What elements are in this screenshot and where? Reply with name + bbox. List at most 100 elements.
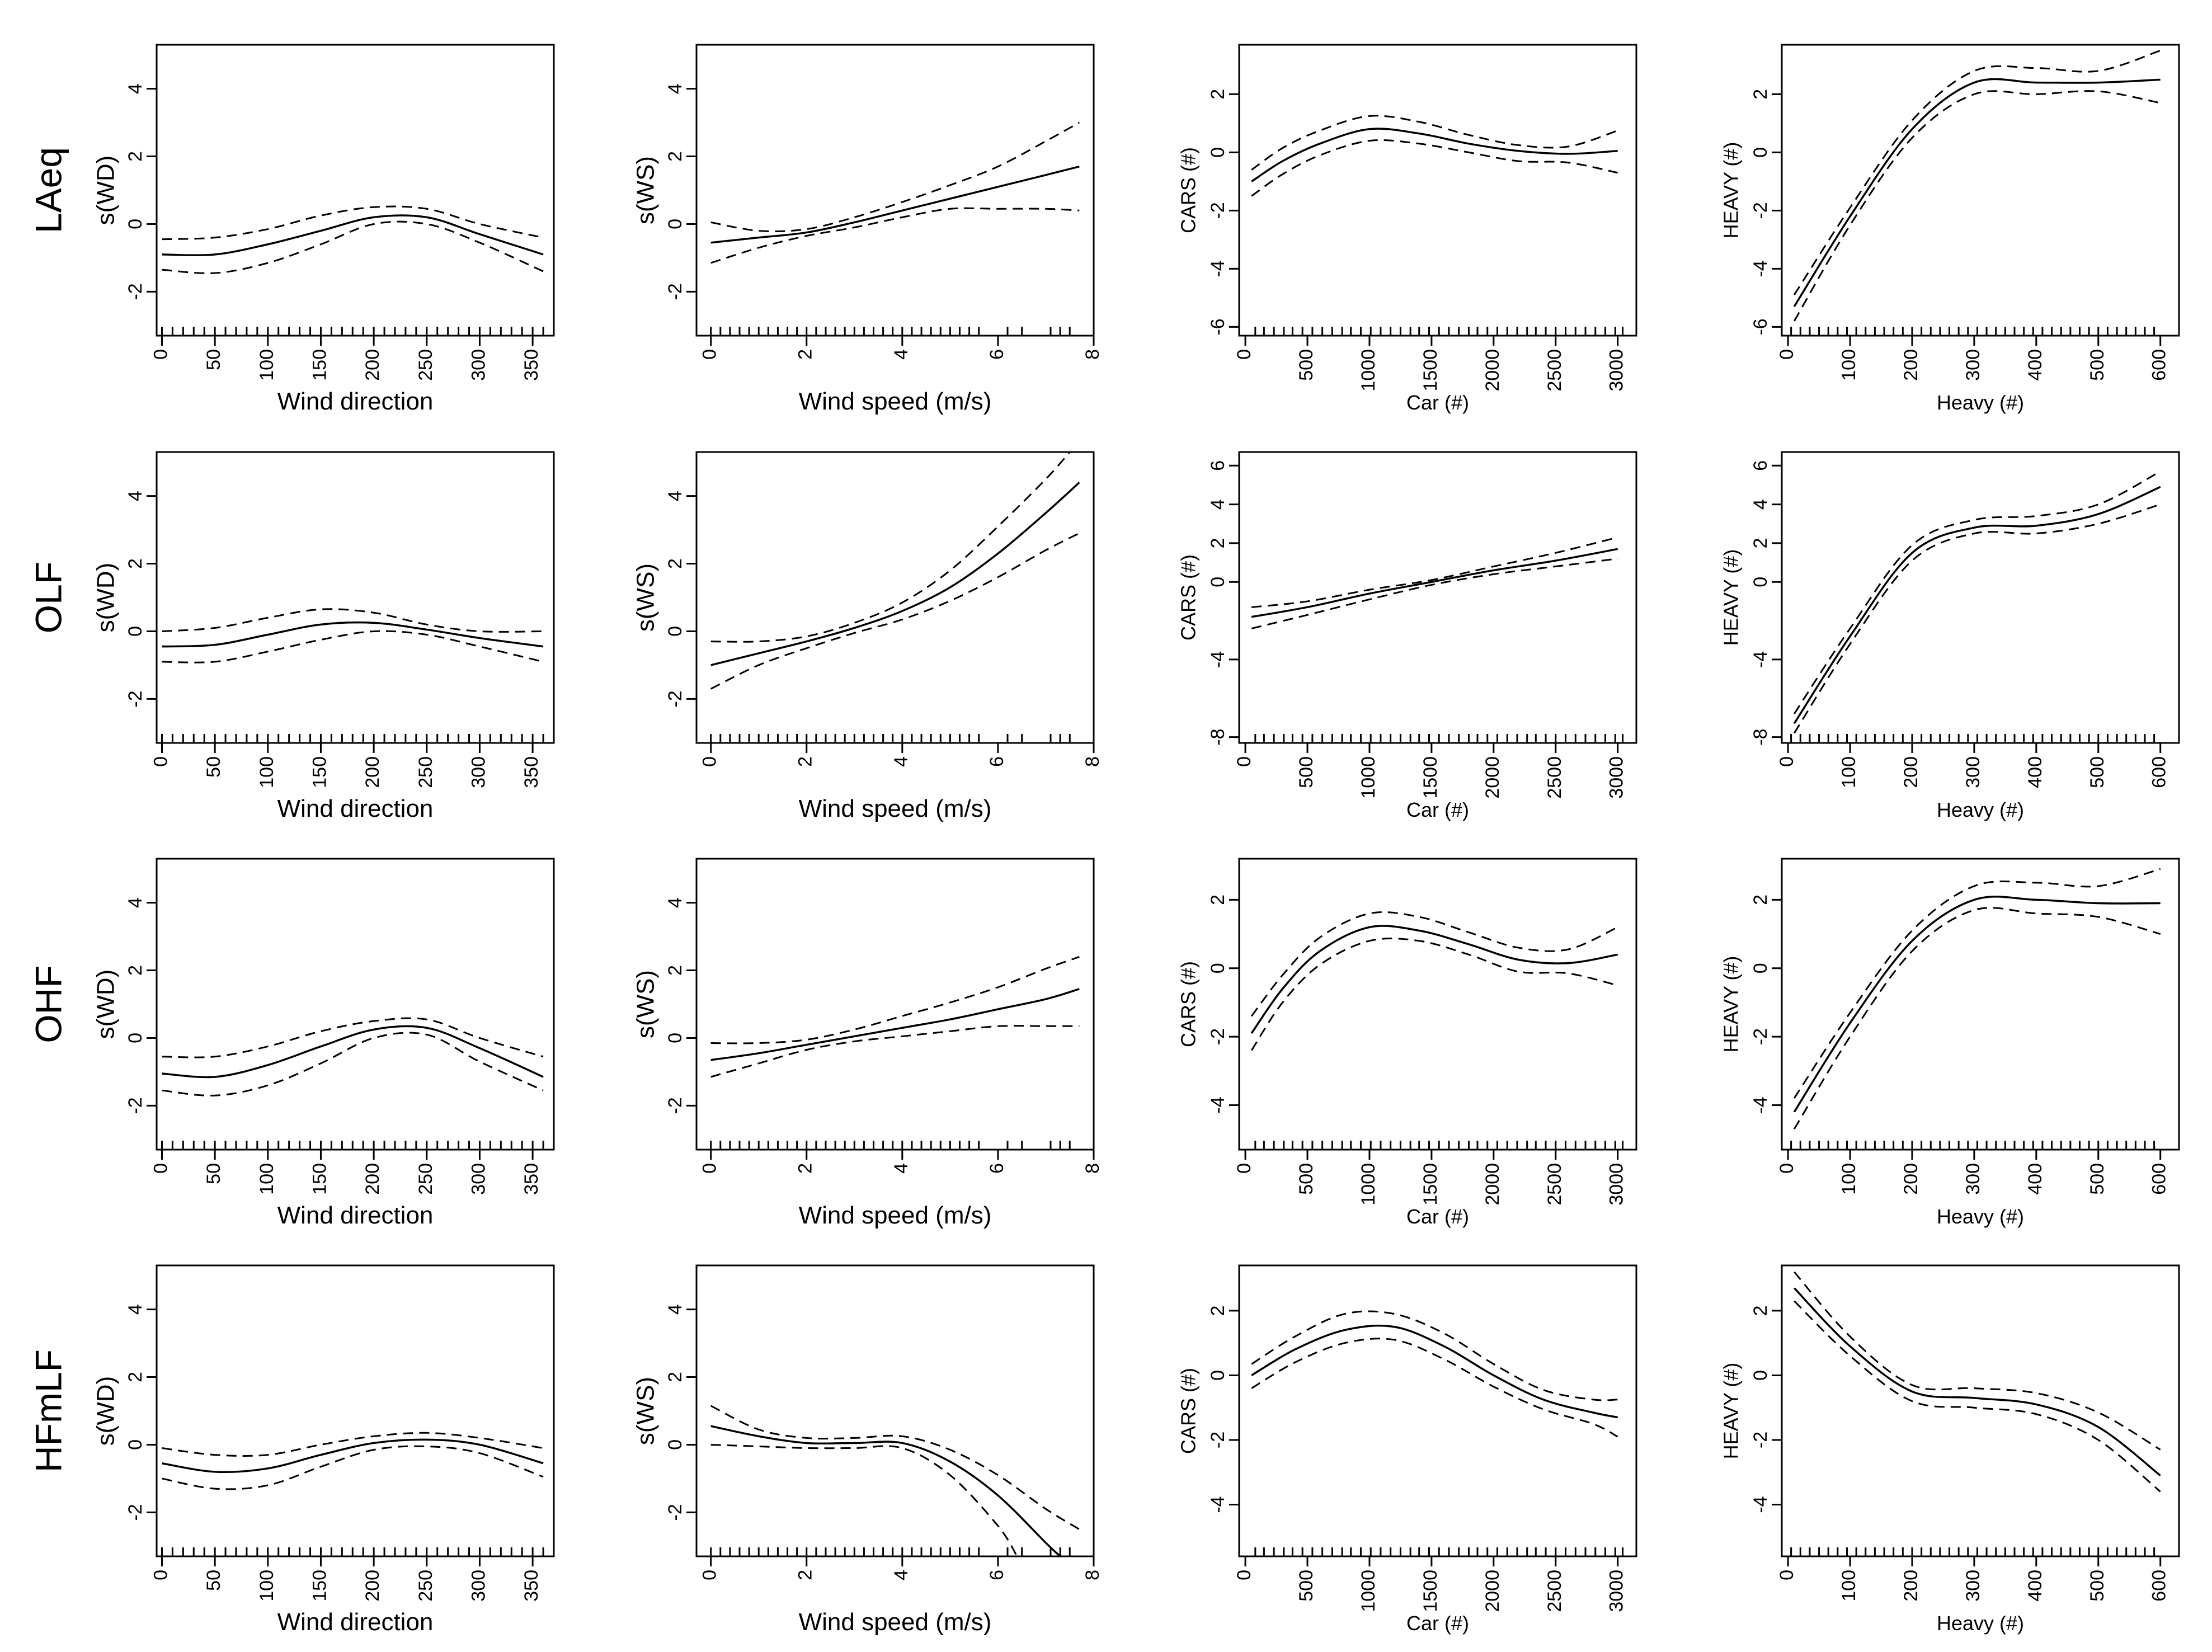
x-tick-label: 200: [362, 1570, 383, 1602]
x-axis-label: Heavy (#): [1937, 1612, 2024, 1635]
series-line-lower-ci: [710, 1025, 1080, 1078]
y-axis-label: HEAVY (#): [1720, 142, 1743, 239]
x-tick-label: 500: [1296, 349, 1317, 381]
plot-frame: [695, 451, 1095, 744]
series-line-upper-ci: [1794, 1271, 2161, 1451]
series-line-lower-ci: [1251, 1338, 1618, 1438]
y-tick-label: 2: [1750, 1305, 1771, 1316]
x-tick-label: 8: [1082, 1163, 1103, 1174]
x-tick-label: 4: [891, 1570, 912, 1580]
y-tick-label: 6: [1207, 460, 1229, 471]
x-tick-label: 250: [415, 756, 436, 788]
y-tick-label: 2: [125, 558, 146, 569]
series-line-upper-ci: [1250, 911, 1618, 1017]
plot-frame: [695, 1264, 1095, 1557]
panel-hfmlf-wind-speed: 0 2 4 6 8 -2 0 2 4 Wind speed (m/s) s(WS): [632, 1264, 1103, 1636]
x-tick-label: 0: [1776, 349, 1797, 360]
x-tick-label: 1000: [1358, 1163, 1379, 1206]
x-tick-label: 0: [699, 1163, 721, 1174]
x-tick-label: 250: [415, 1570, 436, 1602]
panel-hfmlf-heavy: 0 100 200 300 400 500 600 -4 -2 0 2 Heavy (#) HEAVY …: [1720, 1264, 2180, 1635]
x-tick-label: 400: [2025, 756, 2046, 788]
x-tick-label: 6: [986, 756, 1008, 767]
x-tick-label: 1000: [1358, 756, 1379, 799]
panel-olf-wind-direction: 0 50 100 150 200 250 300 350 -2 0 2 4 Wind direction…: [92, 451, 555, 822]
x-tick-label: 600: [2149, 1570, 2170, 1602]
x-tick-label: 300: [1962, 349, 1984, 381]
y-tick-label: 4: [665, 1304, 686, 1315]
x-tick-label: 200: [1900, 1570, 1922, 1602]
plot-frame: [695, 858, 1095, 1151]
plot-frame: [1781, 451, 2180, 744]
series-line-upper-ci: [1793, 470, 2161, 714]
x-tick-label: 500: [2087, 756, 2108, 788]
y-tick-label: 0: [125, 219, 146, 229]
x-tick-label: 3000: [1606, 1163, 1627, 1206]
x-tick-label: 0: [150, 1570, 171, 1580]
x-tick-label: 350: [521, 349, 542, 381]
series-line-estimate: [162, 214, 544, 256]
x-tick-label: 0: [1234, 1570, 1255, 1580]
panel-ohf-wind-speed: 0 2 4 6 8 -2 0 2 4 Wind speed (m/s) s(WS): [632, 858, 1103, 1229]
y-tick-label: -2: [1207, 202, 1229, 219]
y-tick-label: 2: [665, 558, 686, 569]
series-line-estimate: [1793, 78, 2161, 307]
y-tick-label: 2: [125, 1372, 146, 1382]
plot-frame: [695, 44, 1095, 337]
x-tick-label: 100: [1838, 756, 1860, 788]
y-tick-label: 0: [125, 1439, 146, 1450]
series-line-upper-ci: [1793, 49, 2161, 296]
y-tick-label: -8: [1207, 728, 1229, 745]
x-tick-label: 100: [1838, 1163, 1860, 1195]
x-tick-label: 200: [1900, 349, 1922, 381]
x-tick-label: 2: [795, 1570, 816, 1580]
x-axis-label: Heavy (#): [1937, 1205, 2024, 1228]
x-tick-label: 500: [2087, 1163, 2108, 1195]
y-tick-label: 2: [1750, 895, 1771, 905]
y-axis-label: HEAVY (#): [1720, 956, 1743, 1053]
y-tick-label: 2: [1750, 89, 1771, 100]
y-tick-label: 4: [1750, 499, 1771, 510]
plot-frame: [156, 44, 555, 337]
plot-frame: [156, 858, 555, 1151]
y-tick-label: 2: [125, 151, 146, 162]
plot-frame: [156, 451, 555, 744]
y-axis-label: s(WD): [92, 563, 120, 633]
x-tick-label: 500: [1296, 1570, 1317, 1602]
x-tick-label: 300: [1962, 1570, 1984, 1602]
y-tick-label: 0: [1750, 963, 1771, 973]
x-tick-label: 600: [2149, 349, 2170, 381]
y-tick-label: 0: [1207, 1370, 1229, 1381]
y-tick-label: 4: [125, 897, 146, 908]
series-line-estimate: [1251, 1324, 1618, 1419]
x-tick-label: 100: [256, 756, 277, 788]
x-tick-label: 200: [1900, 756, 1922, 788]
x-tick-label: 400: [2025, 1570, 2046, 1602]
panel-laeq-cars: 0 500 1000 1500 2000 2500 3000 -6 -4 -2 0 2 Car (#) C…: [1177, 44, 1637, 414]
panel-hfmlf-wind-direction: 0 50 100 150 200 250 300 350 -2 0 2 4 Wind direction…: [92, 1264, 555, 1636]
x-tick-label: 2500: [1544, 1570, 1565, 1612]
x-tick-label: 500: [2087, 349, 2108, 381]
series-line-lower-ci: [1793, 503, 2161, 734]
y-axis-label: CARS (#): [1177, 554, 1200, 641]
y-tick-label: -6: [1750, 318, 1771, 335]
panel-ohf-wind-direction: 0 50 100 150 200 250 300 350 -2 0 2 4 Wind direction…: [92, 858, 555, 1229]
y-axis-label: CARS (#): [1177, 1368, 1200, 1454]
series-line-upper-ci: [710, 956, 1080, 1044]
x-tick-label: 2000: [1482, 1570, 1503, 1612]
y-tick-label: -2: [125, 690, 146, 707]
y-tick-label: 0: [1750, 147, 1771, 158]
y-tick-label: 4: [125, 1304, 146, 1315]
series-line-lower-ci: [1793, 90, 2161, 322]
plot-frame: [1781, 44, 2180, 337]
x-tick-label: 300: [1962, 1163, 1984, 1195]
x-tick-label: 50: [203, 1163, 224, 1184]
x-tick-label: 0: [699, 349, 721, 360]
y-tick-label: 0: [1750, 577, 1771, 587]
x-tick-label: 350: [521, 1163, 542, 1195]
panel-laeq-heavy: 0 100 200 300 400 500 600 -6 -4 -2 0 2 Heavy (#) HEAV…: [1720, 44, 2180, 414]
x-tick-label: 0: [699, 756, 721, 767]
y-axis-label: s(WD): [92, 156, 120, 225]
series-line-lower-ci: [1794, 1300, 2161, 1493]
